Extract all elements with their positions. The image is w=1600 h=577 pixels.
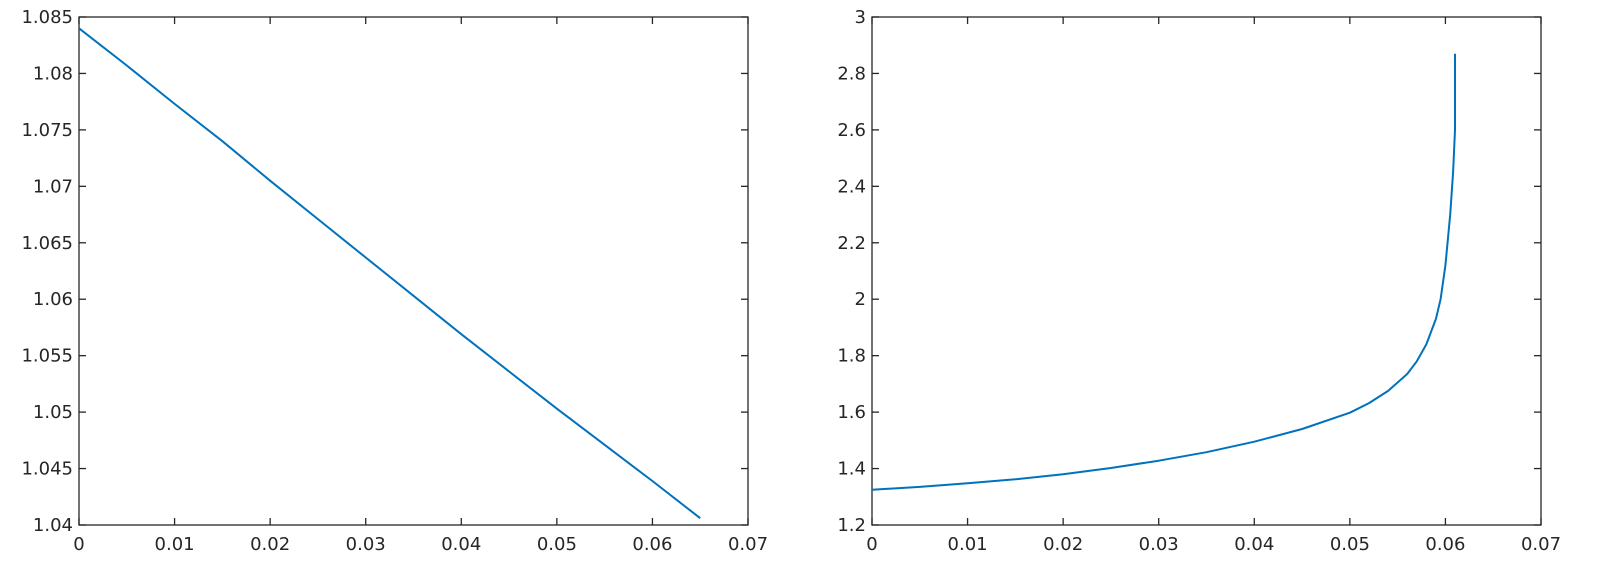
- y-tick-label: 1.05: [33, 402, 73, 423]
- y-tick-label: 1.4: [837, 459, 866, 480]
- y-tick-label: 1.085: [21, 7, 73, 28]
- y-tick-label: 2.6: [837, 120, 866, 141]
- series-line: [78, 27, 701, 519]
- y-tick-label: 2.4: [837, 176, 866, 197]
- y-tick-label: 2.2: [837, 233, 866, 254]
- x-tick-label: 0.01: [948, 534, 988, 555]
- y-tick-label: 1.045: [21, 459, 73, 480]
- x-tick-label: 0.02: [250, 534, 290, 555]
- y-tick-label: 2.8: [837, 63, 866, 84]
- right-plot-panel: 0 0.01 0.02 0.03 0.04 0.05 0.06 0.07 1.2 1.4 1.6 1.…: [837, 7, 1561, 555]
- y-tick-label: 1.075: [21, 120, 73, 141]
- x-tick-label: 0.02: [1043, 534, 1083, 555]
- y-tick-label: 1.08: [33, 63, 73, 84]
- y-tick-label: 1.07: [33, 176, 73, 197]
- x-tick-label: 0.07: [728, 534, 768, 555]
- y-tick-label: 1.065: [21, 233, 73, 254]
- y-tick-label: 3: [855, 7, 866, 28]
- x-tick-label: 0.03: [1139, 534, 1179, 555]
- y-tick-label: 1.6: [837, 402, 866, 423]
- y-tick-label: 1.06: [33, 289, 73, 310]
- x-tick-label: 0.05: [1330, 534, 1370, 555]
- axes-box: [78, 16, 749, 526]
- x-tick-label: 0.04: [441, 534, 481, 555]
- y-tick-label: 1.2: [837, 515, 866, 536]
- x-tick-label: 0.05: [537, 534, 577, 555]
- y-tick-label: 1.04: [33, 515, 73, 536]
- x-tick-label: 0.03: [346, 534, 386, 555]
- x-tick-label: 0.01: [155, 534, 195, 555]
- y-tick-label: 2: [855, 289, 866, 310]
- x-tick-label: 0: [73, 534, 84, 555]
- x-tick-label: 0.04: [1234, 534, 1274, 555]
- axes-box: [871, 16, 1542, 526]
- x-tick-label: 0.07: [1521, 534, 1561, 555]
- left-plot-panel: 0 0.01 0.02 0.03 0.04 0.05 0.06 0.07 1.04 1.045 1.…: [21, 7, 768, 555]
- series-line: [871, 53, 1456, 491]
- y-tick-label: 1.8: [837, 346, 866, 367]
- x-tick-label: 0.06: [632, 534, 672, 555]
- x-tick-label: 0: [866, 534, 877, 555]
- x-tick-label: 0.06: [1425, 534, 1465, 555]
- y-tick-label: 1.055: [21, 346, 73, 367]
